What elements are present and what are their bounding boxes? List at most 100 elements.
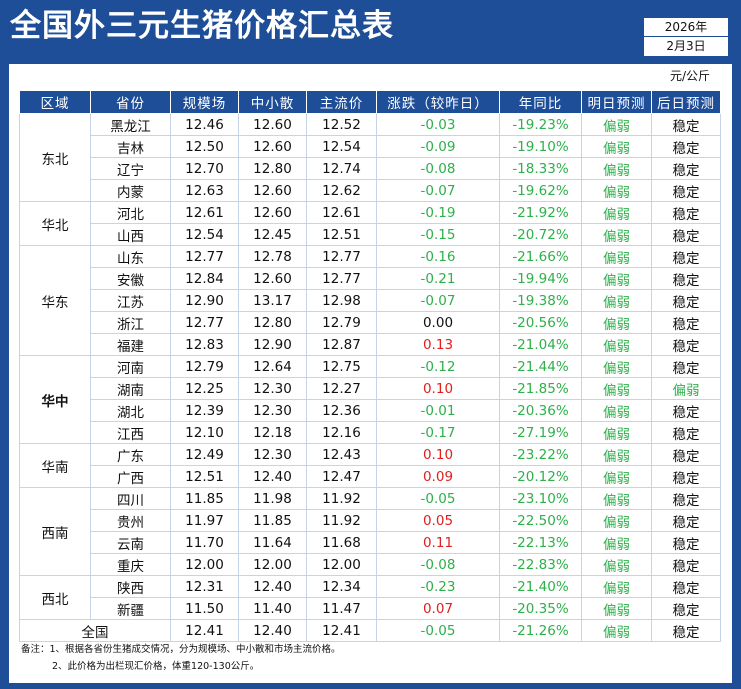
- main-price: 11.92: [306, 487, 377, 510]
- table-row: 华中 河南 12.79 12.64 12.75 -0.12 -21.44% 偏弱 稳定: [19, 355, 721, 444]
- forecast-after: 稳定: [651, 135, 721, 158]
- main-price: 11.47: [306, 597, 377, 620]
- change-cell: 0.05: [376, 509, 500, 532]
- table-row: 内蒙 12.63 12.60 12.62 -0.07 -19.62% 偏弱 稳定: [20, 179, 721, 202]
- small-farm-price: 12.60: [238, 201, 307, 224]
- province-cell: 江苏: [90, 289, 171, 312]
- yoy-cell: -19.94%: [499, 267, 582, 290]
- large-farm-price: 12.84: [170, 267, 239, 290]
- small-farm-price: 12.40: [238, 575, 307, 598]
- yoy-cell: -22.13%: [499, 531, 582, 554]
- yoy-cell: -21.04%: [499, 333, 582, 356]
- column-header: 省份: [90, 90, 171, 114]
- large-farm-price: 12.50: [170, 135, 239, 158]
- forecast-after: 偏弱: [651, 377, 721, 400]
- large-farm-price: 12.83: [170, 333, 239, 356]
- large-farm-price: 12.10: [170, 421, 239, 444]
- main-price: 12.87: [306, 333, 377, 356]
- yoy-cell: -19.10%: [499, 135, 582, 158]
- table-row: 广西 12.51 12.40 12.47 0.09 -20.12% 偏弱 稳定: [20, 465, 721, 488]
- yoy-cell: -23.22%: [499, 443, 582, 466]
- large-farm-price: 12.70: [170, 157, 239, 180]
- table-row: 湖南 12.25 12.30 12.27 0.10 -21.85% 偏弱 偏弱: [20, 377, 721, 400]
- change-cell: 0.09: [376, 465, 500, 488]
- main-price: 12.74: [306, 157, 377, 180]
- forecast-tomorrow: 偏弱: [581, 531, 652, 554]
- forecast-after: 稳定: [651, 575, 721, 598]
- change-cell: -0.07: [376, 179, 500, 202]
- yoy-cell: -21.26%: [499, 619, 582, 642]
- main-price: 12.43: [306, 443, 377, 466]
- yoy-cell: -27.19%: [499, 421, 582, 444]
- yoy-cell: -19.62%: [499, 179, 582, 202]
- small-farm-price: 12.40: [238, 465, 307, 488]
- note-line-1: 备注：1、根据各省份生猪成交情况，分为规模场、中小散和市场主流价格。: [21, 644, 341, 655]
- forecast-after: 稳定: [651, 487, 721, 510]
- forecast-tomorrow: 偏弱: [581, 311, 652, 334]
- date-year: 2026年: [644, 18, 728, 37]
- forecast-after: 稳定: [651, 289, 721, 312]
- small-farm-price: 11.98: [238, 487, 307, 510]
- table-row: 浙江 12.77 12.80 12.79 0.00 -20.56% 偏弱 稳定: [20, 311, 721, 334]
- note-line-2: 2、此价格为出栏现汇价格，体重120-130公斤。: [52, 661, 260, 672]
- change-cell: -0.01: [376, 399, 500, 422]
- forecast-tomorrow: 偏弱: [581, 289, 652, 312]
- forecast-tomorrow: 偏弱: [581, 443, 652, 466]
- main-price: 12.47: [306, 465, 377, 488]
- change-cell: -0.17: [376, 421, 500, 444]
- small-farm-price: 12.30: [238, 377, 307, 400]
- table-row: 云南 11.70 11.64 11.68 0.11 -22.13% 偏弱 稳定: [20, 531, 721, 554]
- yoy-cell: -22.50%: [499, 509, 582, 532]
- region-cell: 华北: [19, 201, 91, 246]
- table-row: 湖北 12.39 12.30 12.36 -0.01 -20.36% 偏弱 稳定: [20, 399, 721, 422]
- large-farm-price: 12.39: [170, 399, 239, 422]
- forecast-tomorrow: 偏弱: [581, 179, 652, 202]
- forecast-tomorrow: 偏弱: [581, 553, 652, 576]
- change-cell: -0.21: [376, 267, 500, 290]
- table-row: 东北 黑龙江 12.46 12.60 12.52 -0.03 -19.23% 偏弱 稳定: [19, 113, 721, 202]
- main-price: 12.61: [306, 201, 377, 224]
- forecast-after: 稳定: [651, 245, 721, 268]
- large-farm-price: 12.79: [170, 355, 239, 378]
- large-farm-price: 11.97: [170, 509, 239, 532]
- forecast-after: 稳定: [651, 267, 721, 290]
- yoy-cell: -21.44%: [499, 355, 582, 378]
- main-price: 12.77: [306, 245, 377, 268]
- region-cell: 西北: [19, 575, 91, 620]
- province-cell: 浙江: [90, 311, 171, 334]
- large-farm-price: 12.61: [170, 201, 239, 224]
- table-row: 安徽 12.84 12.60 12.77 -0.21 -19.94% 偏弱 稳定: [20, 267, 721, 290]
- large-farm-price: 12.41: [170, 619, 239, 642]
- forecast-tomorrow: 偏弱: [581, 465, 652, 488]
- change-cell: -0.23: [376, 575, 500, 598]
- forecast-tomorrow: 偏弱: [581, 597, 652, 620]
- table-row: 贵州 11.97 11.85 11.92 0.05 -22.50% 偏弱 稳定: [20, 509, 721, 532]
- forecast-after: 稳定: [651, 553, 721, 576]
- small-farm-price: 11.85: [238, 509, 307, 532]
- province-cell: 广西: [90, 465, 171, 488]
- large-farm-price: 12.90: [170, 289, 239, 312]
- forecast-after: 稳定: [651, 355, 721, 378]
- small-farm-price: 12.60: [238, 113, 307, 136]
- table-row: 华东 山东 12.77 12.78 12.77 -0.16 -21.66% 偏弱 稳定: [19, 245, 721, 356]
- large-farm-price: 12.31: [170, 575, 239, 598]
- forecast-after: 稳定: [651, 223, 721, 246]
- table-row: 辽宁 12.70 12.80 12.74 -0.08 -18.33% 偏弱 稳定: [20, 157, 721, 180]
- main-price: 12.41: [306, 619, 377, 642]
- forecast-after: 稳定: [651, 619, 721, 642]
- large-farm-price: 12.49: [170, 443, 239, 466]
- column-header: 年同比: [499, 90, 582, 114]
- change-cell: 0.07: [376, 597, 500, 620]
- main-price: 12.36: [306, 399, 377, 422]
- region-cell: 西南: [19, 487, 91, 576]
- large-farm-price: 12.63: [170, 179, 239, 202]
- small-farm-price: 12.00: [238, 553, 307, 576]
- change-cell: -0.19: [376, 201, 500, 224]
- table-row: 华南 广东 12.49 12.30 12.43 0.10 -23.22% 偏弱 稳定: [19, 443, 721, 488]
- region-cell: 华中: [19, 355, 91, 444]
- yoy-cell: -18.33%: [499, 157, 582, 180]
- yoy-cell: -21.40%: [499, 575, 582, 598]
- large-farm-price: 12.00: [170, 553, 239, 576]
- province-cell: 江西: [90, 421, 171, 444]
- change-cell: -0.05: [376, 487, 500, 510]
